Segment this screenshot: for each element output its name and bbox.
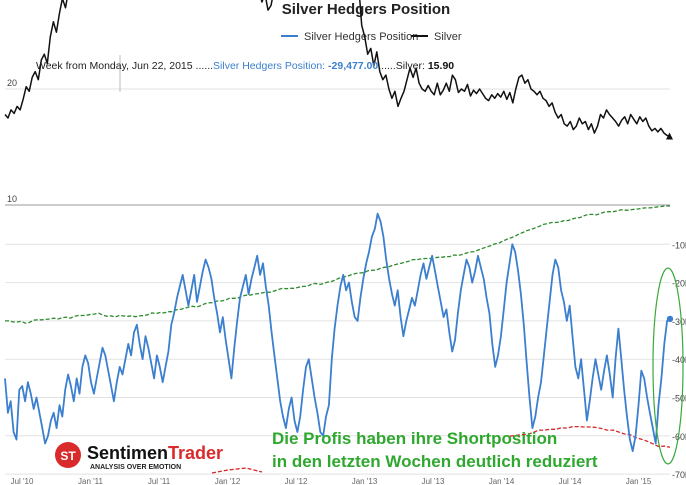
chart-title: Silver Hedgers Position: [282, 1, 450, 18]
x-tick-label: Jul '11: [148, 477, 171, 485]
annotation-line-2: in den letzten Wochen deutlich reduziert: [272, 452, 598, 471]
series-band: [5, 205, 670, 324]
tooltip-silver-label: Silver:: [396, 60, 428, 72]
series-band-fragment: [211, 467, 263, 474]
x-tick-label: Jan '15: [626, 477, 652, 485]
tooltip-hedgers-label: Silver Hedgers Position:: [213, 60, 328, 72]
y-tick-lower: -60k: [672, 432, 686, 442]
logo-tagline-bg: [87, 462, 207, 471]
tooltip-week: Week from Monday, Jun 22, 2015 ......: [36, 60, 213, 72]
y-tick-lower: -70k: [672, 470, 686, 480]
x-tick-label: Jan '12: [215, 477, 241, 485]
y-tick-upper: 20: [7, 78, 17, 88]
highlight-ellipse: [652, 267, 684, 465]
tooltip-silver-value: 15.90: [428, 60, 454, 72]
legend-item-silver[interactable]: Silver: [434, 31, 462, 43]
logo-mark-text: ST: [60, 449, 76, 463]
series-silver: [4, 0, 671, 138]
x-tick-label: Jul '14: [559, 477, 582, 485]
tooltip-readout: Week from Monday, Jun 22, 2015 ......Sil…: [36, 60, 454, 72]
x-tick-label: Jan '14: [489, 477, 515, 485]
legend-item-hedgers[interactable]: Silver Hedgers Position: [304, 31, 418, 43]
hedgers-end-marker: [666, 315, 674, 323]
annotation-line-1: Die Profis haben ihre Shortposition: [272, 429, 557, 448]
x-tick-label: Jan '11: [78, 477, 104, 485]
tooltip-sep: ......: [378, 60, 396, 72]
grid-lines: [5, 88, 670, 475]
x-tick-label: Jul '10: [11, 477, 34, 485]
x-tick-label: Jul '13: [422, 477, 445, 485]
y-tick-lower: -10k: [672, 240, 686, 250]
y-tick-upper: 10: [7, 194, 17, 204]
x-tick-label: Jul '12: [285, 477, 308, 485]
logo: ST SentimenTrader ANALYSIS OVER EMOTION: [55, 442, 223, 471]
x-tick-label: Jan '13: [352, 477, 378, 485]
logo-name: SentimenTrader: [87, 443, 223, 463]
series-band: [509, 425, 671, 448]
x-axis-ticks: Jul '10 Jan '11 Jul '11 Jan '12 Jul '12 Jan '…: [11, 477, 652, 485]
series-lines: [4, 0, 674, 474]
y-tick-lower: -50k: [672, 394, 686, 404]
y-tick-lower: -30k: [672, 317, 686, 327]
y-tick-lower: -40k: [672, 355, 686, 365]
series-silver-hedgers-position: [4, 212, 671, 453]
tooltip-hedgers-value: -29,477.00: [328, 60, 378, 72]
logo-tagline: ANALYSIS OVER EMOTION: [90, 464, 181, 471]
legend[interactable]: Silver Hedgers Position Silver: [281, 31, 462, 43]
logo-mark-icon: [55, 442, 81, 468]
silver-end-marker: [666, 132, 673, 140]
y-axis-ticks: 10203040-10k-20k-30k-40k-50k-60k-70k: [7, 78, 686, 480]
y-tick-lower: -20k: [672, 279, 686, 289]
